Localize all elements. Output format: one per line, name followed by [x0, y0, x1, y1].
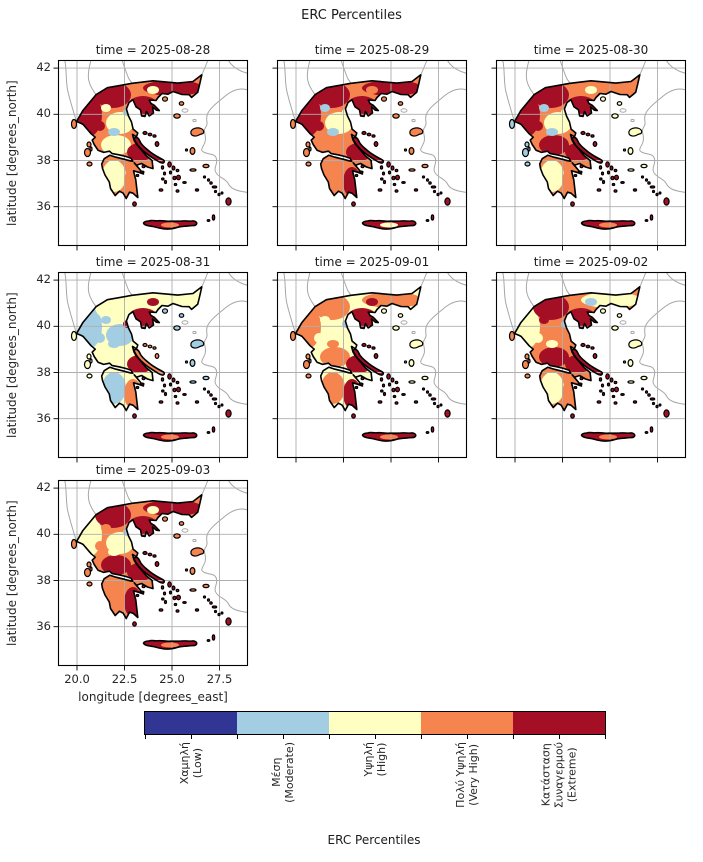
axis-ticks	[272, 279, 439, 463]
islands	[508, 96, 670, 223]
colorbar-class-label-low: Χαμηλή (Low)	[178, 742, 204, 785]
colorbar-tick-mark	[236, 734, 238, 739]
colorbar-segment-very_high	[421, 712, 513, 734]
y-axis-label: latitude [degrees_north]	[5, 500, 19, 646]
facet-title: time = 2025-09-02	[533, 255, 649, 269]
y-tick-label: 36	[36, 618, 51, 633]
neighbor-borders	[502, 271, 687, 405]
facet-title: time = 2025-08-29	[314, 43, 430, 57]
axis-ticks	[491, 67, 658, 251]
colorbar-class-label-high: Υψηλή (High)	[362, 742, 388, 777]
lesbos-shape	[628, 127, 643, 137]
colorbar-tick-mark	[144, 734, 146, 739]
y-tick-label: 42	[36, 480, 51, 495]
gridlines	[58, 272, 248, 458]
greece-map	[53, 59, 249, 251]
y-tick-label: 38	[36, 152, 51, 167]
neighbor-borders	[283, 59, 468, 193]
lesbos-shape	[628, 339, 643, 349]
y-tick-label: 42	[36, 272, 51, 287]
colorbar-tick-mark	[466, 734, 468, 739]
y-tick-label: 40	[36, 526, 51, 541]
x-tick-label: 27.5	[206, 672, 233, 686]
islands	[508, 308, 670, 435]
y-axis-label: latitude [degrees_north]	[5, 292, 19, 438]
facet-title: time = 2025-09-01	[314, 255, 430, 269]
facet-panel	[272, 59, 468, 251]
gridlines	[277, 60, 467, 246]
y-tick-label: 36	[36, 198, 51, 213]
colorbar-tick-mark	[328, 734, 330, 739]
facet-panel	[53, 479, 249, 671]
colorbar-tick-mark	[374, 734, 376, 739]
y-tick-label: 38	[36, 364, 51, 379]
greece-map	[53, 271, 249, 463]
axis-ticks	[53, 67, 220, 251]
colorbar-segment-extreme	[513, 712, 605, 734]
colorbar-segment-low	[145, 712, 237, 734]
x-tick-label: 22.5	[111, 672, 138, 686]
colorbar-class-label-moderate: Μέση (Moderate)	[270, 742, 296, 803]
y-axis-label: latitude [degrees_north]	[5, 80, 19, 226]
colorbar-segment-moderate	[237, 712, 329, 734]
gridlines	[58, 480, 248, 666]
neighbor-borders	[64, 59, 249, 193]
greece-map	[491, 59, 687, 251]
neighbor-borders	[502, 59, 687, 193]
lesbos-shape	[190, 127, 205, 137]
greece-map	[272, 59, 468, 251]
facet-panel	[491, 59, 687, 251]
colorbar-tick-mark	[604, 734, 606, 739]
colorbar-tick-mark	[190, 734, 192, 739]
facet-title: time = 2025-08-31	[95, 255, 211, 269]
facet-title: time = 2025-08-28	[95, 43, 211, 57]
figure-title: ERC Percentiles	[301, 8, 402, 23]
neighbor-borders	[64, 479, 249, 613]
facet-title: time = 2025-08-30	[533, 43, 649, 57]
axis-ticks	[53, 487, 220, 671]
y-tick-label: 36	[36, 410, 51, 425]
facet-panel	[53, 271, 249, 463]
colorbar-class-label-very_high: Πολύ Υψηλή (Very High)	[454, 742, 480, 808]
greece-map	[53, 479, 249, 671]
x-tick-label: 20.0	[64, 672, 90, 686]
colorbar-tick-mark	[558, 734, 560, 739]
lesbos-shape	[409, 339, 424, 349]
colorbar-tick-mark	[420, 734, 422, 739]
islands	[70, 96, 232, 223]
colorbar-tick-mark	[512, 734, 514, 739]
colorbar-axis-label: ERC Percentiles	[327, 833, 421, 847]
y-tick-label: 40	[36, 106, 51, 121]
colorbar-class-label-extreme: Κατάσταση Συναγερμού (Extreme)	[539, 742, 579, 809]
facet-panel	[491, 271, 687, 463]
y-tick-label: 42	[36, 60, 51, 75]
y-tick-label: 38	[36, 572, 51, 587]
islands	[70, 308, 232, 435]
colorbar-tick-mark	[282, 734, 284, 739]
greece-map	[491, 271, 687, 463]
y-tick-label: 40	[36, 318, 51, 333]
axis-ticks	[53, 279, 220, 463]
lesbos-shape	[190, 547, 205, 557]
axis-ticks	[491, 279, 658, 463]
facet-panel	[53, 59, 249, 251]
neighbor-borders	[64, 271, 249, 405]
lesbos-shape	[190, 339, 205, 349]
facet-title: time = 2025-09-03	[95, 463, 211, 477]
facet-panel	[272, 271, 468, 463]
islands	[289, 96, 451, 223]
neighbor-borders	[283, 271, 468, 405]
x-axis-label: longitude [degrees_east]	[78, 690, 228, 704]
islands	[289, 308, 451, 435]
colorbar	[144, 711, 606, 735]
axis-ticks	[272, 67, 439, 251]
greece-map	[272, 271, 468, 463]
lesbos-shape	[409, 127, 424, 137]
colorbar-segment-high	[329, 712, 421, 734]
islands	[70, 516, 232, 643]
x-tick-label: 25.0	[159, 672, 185, 686]
